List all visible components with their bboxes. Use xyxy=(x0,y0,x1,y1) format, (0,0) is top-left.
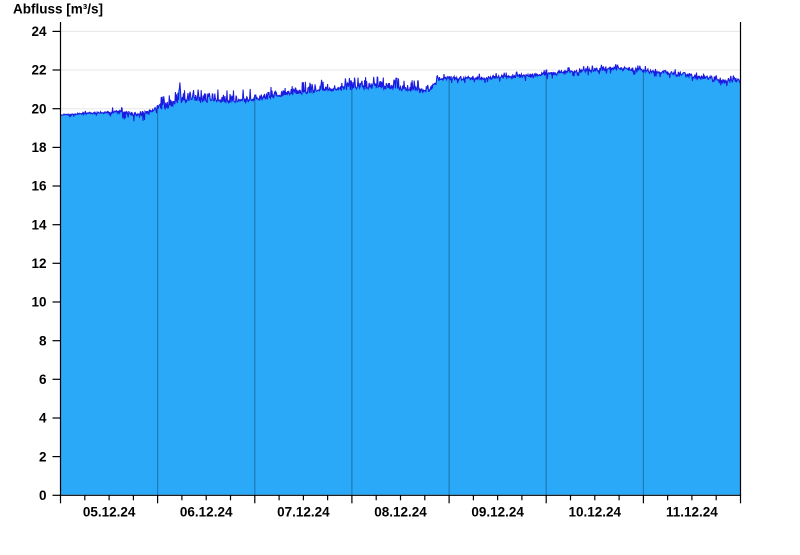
svg-text:06.12.24: 06.12.24 xyxy=(180,505,233,520)
svg-text:10: 10 xyxy=(31,295,46,310)
svg-text:09.12.24: 09.12.24 xyxy=(471,505,524,520)
svg-text:18: 18 xyxy=(31,140,47,155)
svg-text:11.12.24: 11.12.24 xyxy=(666,505,718,520)
svg-text:24: 24 xyxy=(31,24,47,39)
svg-text:4: 4 xyxy=(39,411,47,426)
svg-text:10.12.24: 10.12.24 xyxy=(569,505,622,520)
svg-text:6: 6 xyxy=(39,372,47,387)
svg-text:20: 20 xyxy=(31,101,46,116)
svg-text:0: 0 xyxy=(39,488,47,503)
svg-text:08.12.24: 08.12.24 xyxy=(374,505,427,520)
svg-text:16: 16 xyxy=(31,179,47,194)
svg-text:07.12.24: 07.12.24 xyxy=(277,505,330,520)
svg-text:12: 12 xyxy=(31,256,46,271)
svg-text:Abfluss [m³/s]: Abfluss [m³/s] xyxy=(13,1,103,16)
svg-text:2: 2 xyxy=(39,449,47,464)
svg-text:22: 22 xyxy=(31,63,46,78)
svg-text:14: 14 xyxy=(31,217,47,232)
svg-text:8: 8 xyxy=(39,333,47,348)
svg-text:05.12.24: 05.12.24 xyxy=(83,505,136,520)
